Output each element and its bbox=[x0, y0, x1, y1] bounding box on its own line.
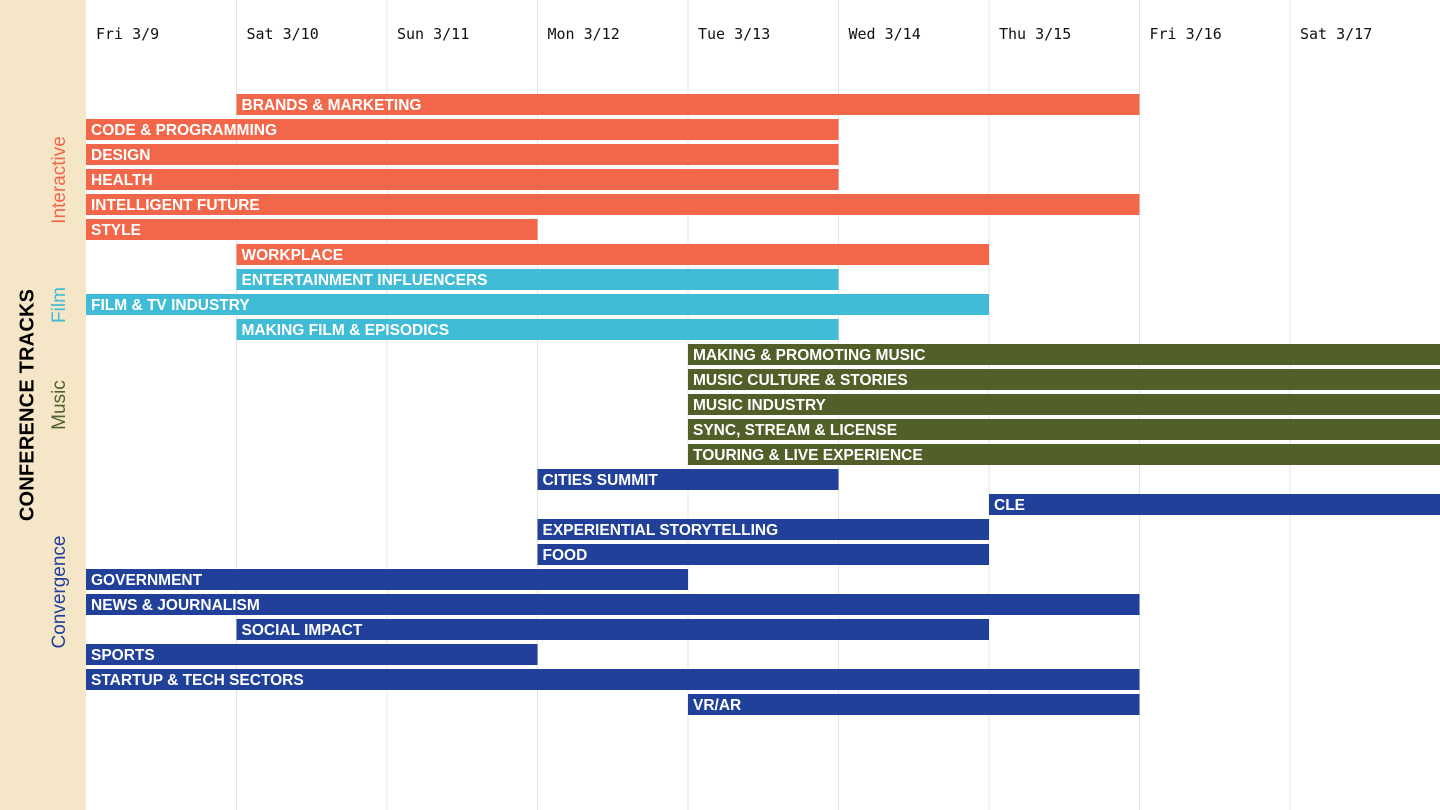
track-bar: VR/AR bbox=[688, 694, 1140, 715]
track-bar: SYNC, STREAM & LICENSE bbox=[688, 419, 1440, 440]
track-bar-rect bbox=[86, 669, 1140, 690]
track-bar-label: INTELLIGENT FUTURE bbox=[91, 197, 260, 214]
track-bar-label: STARTUP & TECH SECTORS bbox=[91, 672, 304, 689]
track-bar: FILM & TV INDUSTRY bbox=[86, 294, 989, 315]
track-bar: MUSIC CULTURE & STORIES bbox=[688, 369, 1440, 390]
day-label: Wed 3/14 bbox=[849, 25, 921, 43]
track-bar-label: BRANDS & MARKETING bbox=[242, 97, 422, 114]
track-bar: NEWS & JOURNALISM bbox=[86, 594, 1140, 615]
track-bar-rect bbox=[236, 319, 839, 340]
track-bar-label: MAKING & PROMOTING MUSIC bbox=[693, 347, 926, 364]
track-bar: WORKPLACE bbox=[236, 244, 989, 265]
track-bar: MUSIC INDUSTRY bbox=[688, 394, 1440, 415]
track-bar-rect bbox=[236, 269, 839, 290]
track-bar-rect bbox=[688, 444, 1440, 465]
track-bar-label: VR/AR bbox=[693, 697, 741, 714]
track-bar-rect bbox=[86, 594, 1140, 615]
track-bar: CITIES SUMMIT bbox=[537, 469, 839, 490]
track-bar: FOOD bbox=[537, 544, 989, 565]
day-label: Fri 3/9 bbox=[96, 25, 159, 43]
track-bar-label: FOOD bbox=[543, 547, 588, 564]
track-bar: ENTERTAINMENT INFLUENCERS bbox=[236, 269, 839, 290]
track-bar-label: TOURING & LIVE EXPERIENCE bbox=[693, 447, 923, 464]
track-bar-label: CODE & PROGRAMMING bbox=[91, 122, 277, 139]
day-label: Thu 3/15 bbox=[999, 25, 1071, 43]
track-bar-rect bbox=[86, 169, 839, 190]
day-label: Sat 3/10 bbox=[247, 25, 319, 43]
track-bar: SOCIAL IMPACT bbox=[236, 619, 989, 640]
track-bar-rect bbox=[688, 694, 1140, 715]
track-bar: EXPERIENTIAL STORYTELLING bbox=[537, 519, 989, 540]
track-bar-rect bbox=[989, 494, 1440, 515]
track-bar: DESIGN bbox=[86, 144, 839, 165]
track-bar-rect bbox=[537, 469, 839, 490]
track-bar-label: STYLE bbox=[91, 222, 141, 239]
track-bar-rect bbox=[86, 644, 538, 665]
track-bar-rect bbox=[688, 369, 1440, 390]
day-label: Mon 3/12 bbox=[548, 25, 620, 43]
track-bar-rect bbox=[236, 244, 989, 265]
track-bar: CLE bbox=[989, 494, 1440, 515]
track-bar-label: GOVERNMENT bbox=[91, 572, 203, 589]
track-bar-rect bbox=[86, 194, 1140, 215]
track-bar-label: HEALTH bbox=[91, 172, 153, 189]
track-bar-label: SYNC, STREAM & LICENSE bbox=[693, 422, 897, 439]
track-bar: MAKING & PROMOTING MUSIC bbox=[688, 344, 1440, 365]
track-bar-rect bbox=[688, 394, 1440, 415]
day-label: Tue 3/13 bbox=[698, 25, 770, 43]
track-bar-label: MUSIC CULTURE & STORIES bbox=[693, 372, 908, 389]
track-bar-rect bbox=[537, 544, 989, 565]
track-bar-rect bbox=[86, 119, 839, 140]
track-bar: INTELLIGENT FUTURE bbox=[86, 194, 1140, 215]
track-bar-rect bbox=[236, 619, 989, 640]
track-bar-rect bbox=[86, 219, 538, 240]
sidebar: CONFERENCE TRACKS Interactive Film Music… bbox=[0, 0, 86, 810]
track-bar: MAKING FILM & EPISODICS bbox=[236, 319, 839, 340]
track-bar-rect bbox=[86, 144, 839, 165]
day-label: Sat 3/17 bbox=[1300, 25, 1372, 43]
track-bar: SPORTS bbox=[86, 644, 538, 665]
track-bar: HEALTH bbox=[86, 169, 839, 190]
track-bar-rect bbox=[86, 294, 989, 315]
track-bar-label: CLE bbox=[994, 497, 1025, 514]
track-bar-label: WORKPLACE bbox=[242, 247, 344, 264]
track-bar: CODE & PROGRAMMING bbox=[86, 119, 839, 140]
track-bar: STARTUP & TECH SECTORS bbox=[86, 669, 1140, 690]
track-bar-rect bbox=[236, 94, 1140, 115]
day-label: Sun 3/11 bbox=[397, 25, 469, 43]
track-bar: STYLE bbox=[86, 219, 538, 240]
track-bar-rect bbox=[688, 344, 1440, 365]
track-bar-label: FILM & TV INDUSTRY bbox=[91, 297, 250, 314]
track-bar-rect bbox=[537, 519, 989, 540]
track-bar-label: EXPERIENTIAL STORYTELLING bbox=[543, 522, 779, 539]
track-bar-label: NEWS & JOURNALISM bbox=[91, 597, 260, 614]
day-headers: Fri 3/9 Sat 3/10 Sun 3/11 Mon 3/12 Tue 3/13 W… bbox=[96, 25, 1372, 43]
track-bar-label: MAKING FILM & EPISODICS bbox=[242, 322, 450, 339]
day-label: Fri 3/16 bbox=[1150, 25, 1222, 43]
track-bar: TOURING & LIVE EXPERIENCE bbox=[688, 444, 1440, 465]
track-bar-label: CITIES SUMMIT bbox=[543, 472, 659, 489]
track-bar-label: ENTERTAINMENT INFLUENCERS bbox=[242, 272, 488, 289]
track-bar-rect bbox=[86, 569, 688, 590]
track-bar: BRANDS & MARKETING bbox=[236, 94, 1140, 115]
track-bar-rect bbox=[688, 419, 1440, 440]
track-bar: GOVERNMENT bbox=[86, 569, 688, 590]
track-bar-label: DESIGN bbox=[91, 147, 150, 164]
track-bars: BRANDS & MARKETING CODE & PROGRAMMING DESI… bbox=[86, 94, 1440, 715]
track-bar-label: SPORTS bbox=[91, 647, 155, 664]
track-bar-label: SOCIAL IMPACT bbox=[242, 622, 363, 639]
track-bar-label: MUSIC INDUSTRY bbox=[693, 397, 827, 414]
